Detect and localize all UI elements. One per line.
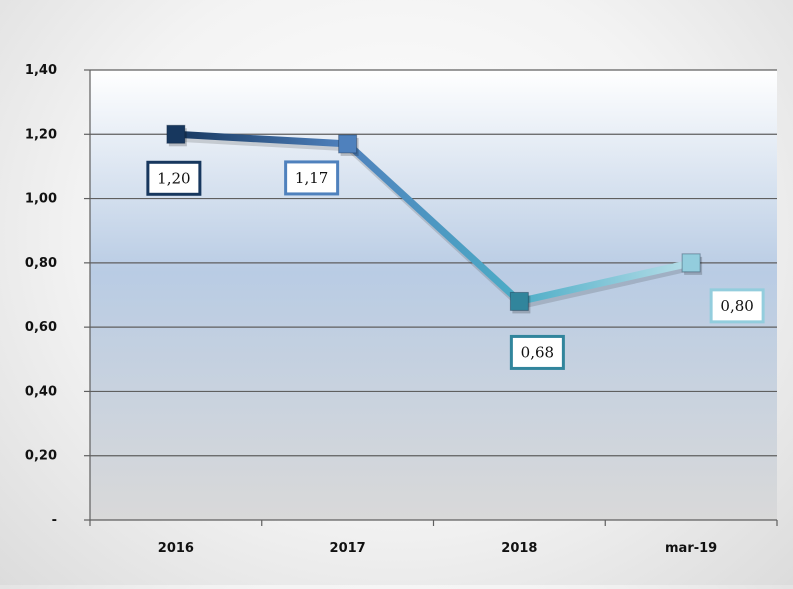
- y-tick-label: 0,40: [25, 384, 57, 399]
- data-label-box: [284, 160, 340, 196]
- data-label: 1,17: [295, 169, 328, 187]
- plot-area: [90, 70, 777, 520]
- series-line: [172, 130, 695, 305]
- data-point: [166, 124, 186, 144]
- x-tick-label: mar-19: [665, 541, 717, 556]
- data-label-box: [146, 160, 202, 196]
- y-tick-label: 1,00: [25, 192, 57, 207]
- y-tick-label: 1,20: [25, 127, 57, 142]
- data-label: 1,20: [157, 169, 190, 187]
- y-tick-label: 0,20: [25, 449, 57, 464]
- data-label-box: [709, 288, 765, 324]
- data-point: [509, 291, 529, 311]
- x-tick-label: 2016: [158, 541, 194, 556]
- x-tick-label: 2017: [330, 541, 366, 556]
- data-point: [338, 134, 358, 154]
- y-tick-label: 1,40: [25, 63, 57, 78]
- data-point: [681, 253, 701, 273]
- data-label-box: [509, 334, 565, 370]
- data-label: 0,68: [521, 343, 554, 361]
- y-tick-label: 0,60: [25, 320, 57, 335]
- y-tick-label: 0,80: [25, 256, 57, 271]
- x-tick-label: 2018: [501, 541, 537, 556]
- data-label: 0,80: [720, 297, 753, 315]
- y-tick-label: -: [52, 513, 57, 528]
